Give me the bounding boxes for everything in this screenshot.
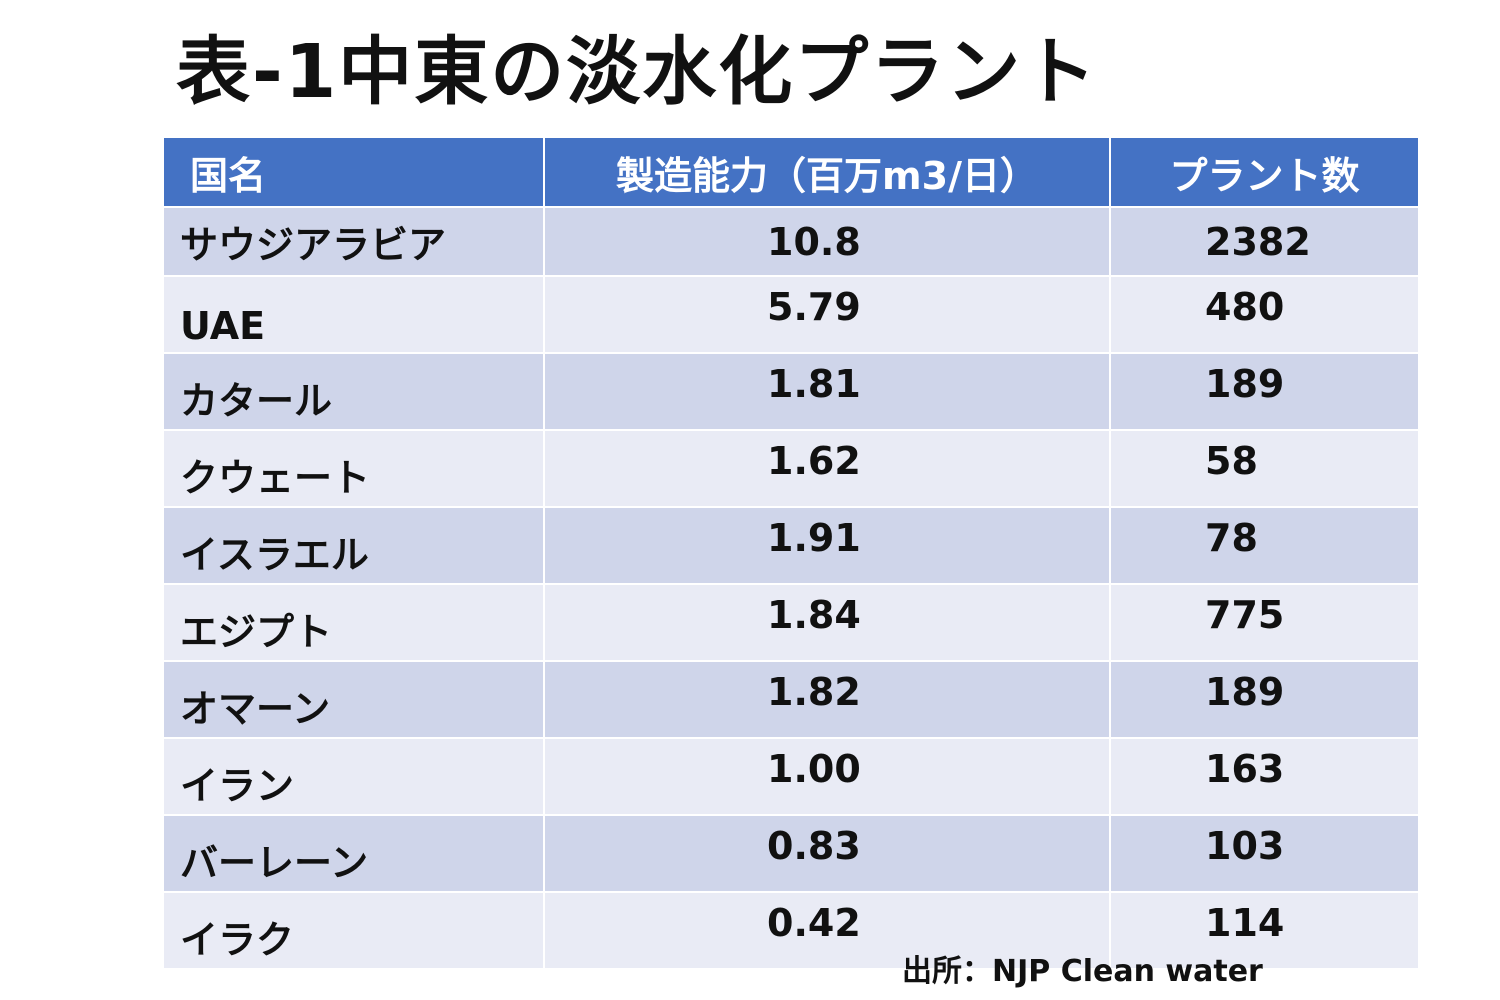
header-country: 国名 bbox=[162, 136, 545, 208]
table-row: イラク 0.42 114 bbox=[162, 891, 1420, 970]
table-row: カタール 1.81 189 bbox=[162, 352, 1420, 431]
capacity-cell: 10.8 bbox=[543, 206, 1111, 277]
desalination-table: 国名 製造能力（百万m3/日） プラント数 サウジアラビア 10.8 2382 … bbox=[162, 136, 1420, 970]
plants-cell: 58 bbox=[1109, 429, 1420, 508]
capacity-cell: 1.82 bbox=[543, 660, 1111, 739]
capacity-cell: 1.62 bbox=[543, 429, 1111, 508]
table-row: サウジアラビア 10.8 2382 bbox=[162, 206, 1420, 277]
capacity-cell: 1.81 bbox=[543, 352, 1111, 431]
country-cell: イラン bbox=[162, 737, 545, 816]
plants-cell: 189 bbox=[1109, 660, 1420, 739]
country-cell: バーレーン bbox=[162, 814, 545, 893]
country-cell: カタール bbox=[162, 352, 545, 431]
capacity-cell: 5.79 bbox=[543, 275, 1111, 354]
table-row: バーレーン 0.83 103 bbox=[162, 814, 1420, 893]
capacity-cell: 1.00 bbox=[543, 737, 1111, 816]
table-row: オマーン 1.82 189 bbox=[162, 660, 1420, 739]
plants-cell: 189 bbox=[1109, 352, 1420, 431]
country-cell: クウェート bbox=[162, 429, 545, 508]
table-row: エジプト 1.84 775 bbox=[162, 583, 1420, 662]
country-cell: オマーン bbox=[162, 660, 545, 739]
capacity-cell: 0.42 bbox=[543, 891, 1111, 970]
source-note: 出所：NJP Clean water bbox=[902, 954, 1263, 989]
header-capacity: 製造能力（百万m3/日） bbox=[543, 136, 1111, 208]
capacity-cell: 1.91 bbox=[543, 506, 1111, 585]
plants-cell: 114 bbox=[1109, 891, 1420, 970]
plants-cell: 2382 bbox=[1109, 206, 1420, 277]
capacity-cell: 0.83 bbox=[543, 814, 1111, 893]
header-plants: プラント数 bbox=[1109, 136, 1420, 208]
table-row: イラン 1.00 163 bbox=[162, 737, 1420, 816]
country-cell: イスラエル bbox=[162, 506, 545, 585]
plants-cell: 775 bbox=[1109, 583, 1420, 662]
table-header-row: 国名 製造能力（百万m3/日） プラント数 bbox=[162, 136, 1420, 208]
country-cell: サウジアラビア bbox=[162, 206, 545, 277]
plants-cell: 163 bbox=[1109, 737, 1420, 816]
capacity-cell: 1.84 bbox=[543, 583, 1111, 662]
table-row: UAE 5.79 480 bbox=[162, 275, 1420, 354]
country-cell: イラク bbox=[162, 891, 545, 970]
page-title: 表-1中東の淡水化プラント bbox=[176, 29, 1099, 115]
table-row: クウェート 1.62 58 bbox=[162, 429, 1420, 508]
plants-cell: 103 bbox=[1109, 814, 1420, 893]
country-cell: エジプト bbox=[162, 583, 545, 662]
country-cell: UAE bbox=[162, 275, 545, 354]
plants-cell: 78 bbox=[1109, 506, 1420, 585]
table-row: イスラエル 1.91 78 bbox=[162, 506, 1420, 585]
plants-cell: 480 bbox=[1109, 275, 1420, 354]
